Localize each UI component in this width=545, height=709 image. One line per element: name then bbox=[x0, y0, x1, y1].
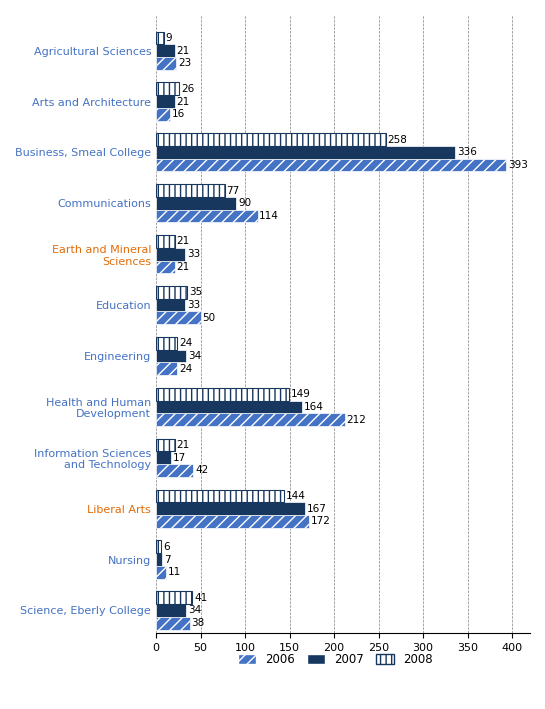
Text: 42: 42 bbox=[195, 466, 208, 476]
Text: 21: 21 bbox=[177, 262, 190, 272]
Text: 50: 50 bbox=[202, 313, 215, 323]
Bar bbox=[156, 413, 345, 426]
Text: 35: 35 bbox=[189, 287, 202, 297]
Bar bbox=[156, 95, 175, 108]
Text: 336: 336 bbox=[457, 147, 477, 157]
Text: 164: 164 bbox=[304, 402, 324, 412]
Bar bbox=[156, 298, 185, 311]
Text: 212: 212 bbox=[347, 415, 366, 425]
Text: 393: 393 bbox=[508, 160, 528, 170]
Text: 9: 9 bbox=[166, 33, 172, 43]
Bar bbox=[156, 502, 305, 515]
Bar bbox=[156, 248, 185, 260]
Bar bbox=[156, 286, 187, 298]
Bar bbox=[156, 337, 177, 350]
Text: 38: 38 bbox=[192, 618, 205, 628]
Bar bbox=[156, 591, 192, 604]
Text: 21: 21 bbox=[177, 96, 190, 106]
Bar bbox=[156, 489, 284, 502]
Text: 23: 23 bbox=[178, 58, 191, 68]
Legend: 2006, 2007, 2008: 2006, 2007, 2008 bbox=[234, 648, 437, 671]
Text: 7: 7 bbox=[164, 554, 171, 564]
Bar bbox=[156, 540, 161, 553]
Bar bbox=[156, 388, 289, 401]
Bar bbox=[156, 604, 186, 617]
Bar bbox=[156, 452, 171, 464]
Text: 34: 34 bbox=[188, 351, 201, 361]
Bar bbox=[156, 464, 193, 477]
Text: 149: 149 bbox=[290, 389, 310, 399]
Text: 17: 17 bbox=[173, 453, 186, 463]
Bar bbox=[156, 197, 236, 210]
Bar bbox=[156, 515, 309, 527]
Text: 77: 77 bbox=[226, 186, 240, 196]
Text: 24: 24 bbox=[179, 364, 192, 374]
Bar bbox=[156, 401, 302, 413]
Bar bbox=[156, 235, 175, 248]
Bar bbox=[156, 159, 506, 172]
Text: 21: 21 bbox=[177, 440, 190, 450]
Bar bbox=[156, 439, 175, 452]
Text: 41: 41 bbox=[194, 593, 208, 603]
Text: 33: 33 bbox=[187, 300, 201, 310]
Bar bbox=[156, 362, 177, 375]
Text: 11: 11 bbox=[167, 567, 181, 577]
Text: 167: 167 bbox=[306, 503, 326, 513]
Text: 33: 33 bbox=[187, 249, 201, 259]
Text: 34: 34 bbox=[188, 605, 201, 615]
Bar bbox=[156, 57, 177, 69]
Text: 90: 90 bbox=[238, 199, 251, 208]
Text: 16: 16 bbox=[172, 109, 185, 119]
Bar bbox=[156, 184, 225, 197]
Bar bbox=[156, 311, 201, 324]
Bar bbox=[156, 31, 164, 44]
Text: 172: 172 bbox=[311, 516, 331, 526]
Bar bbox=[156, 82, 179, 95]
Bar bbox=[156, 553, 162, 566]
Text: 144: 144 bbox=[286, 491, 306, 501]
Text: 24: 24 bbox=[179, 338, 192, 348]
Bar bbox=[156, 44, 175, 57]
Bar bbox=[156, 617, 190, 630]
Text: 26: 26 bbox=[181, 84, 194, 94]
Text: 114: 114 bbox=[259, 211, 279, 221]
Bar bbox=[156, 350, 186, 362]
Text: 258: 258 bbox=[387, 135, 408, 145]
Bar bbox=[156, 260, 175, 273]
Bar bbox=[156, 566, 166, 579]
Text: 21: 21 bbox=[177, 237, 190, 247]
Bar bbox=[156, 146, 455, 159]
Text: 21: 21 bbox=[177, 45, 190, 55]
Bar bbox=[156, 108, 170, 121]
Bar bbox=[156, 133, 386, 146]
Text: 6: 6 bbox=[163, 542, 169, 552]
Bar bbox=[156, 210, 257, 223]
